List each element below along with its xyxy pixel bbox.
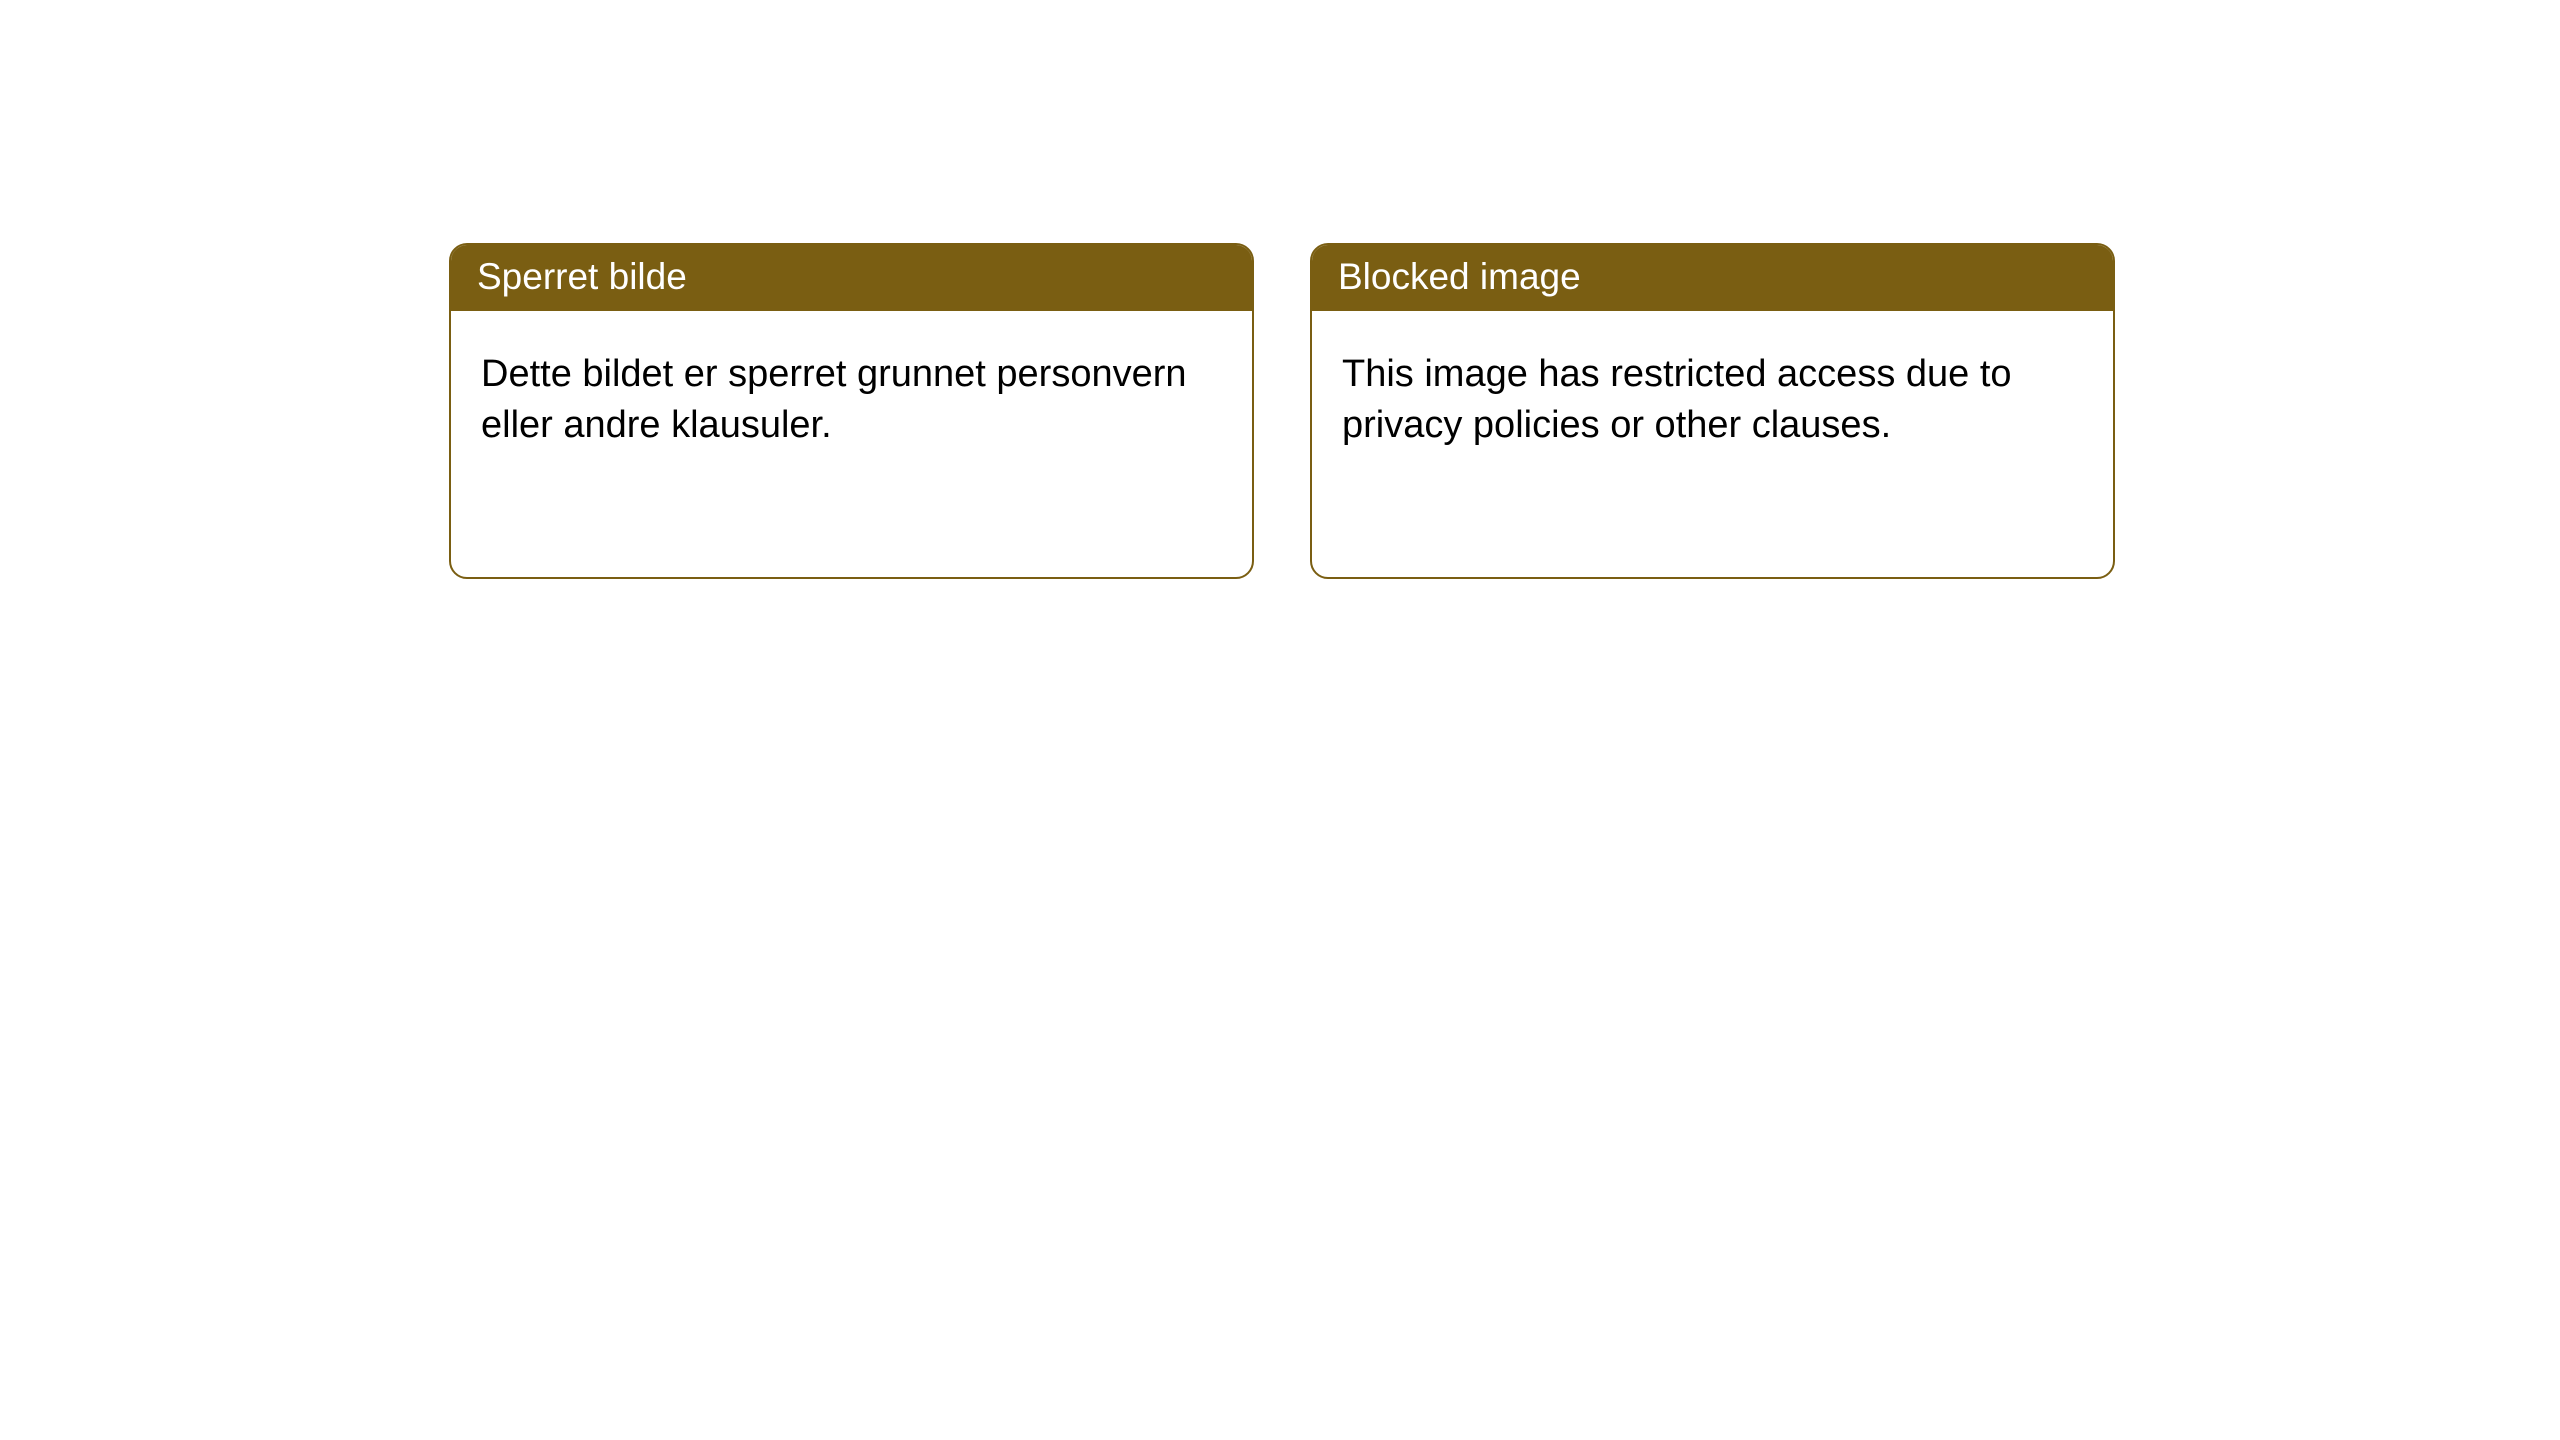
panel-body-text: Dette bildet er sperret grunnet personve… xyxy=(451,311,1252,482)
panel-title: Blocked image xyxy=(1312,245,2113,311)
notice-panel-english: Blocked image This image has restricted … xyxy=(1310,243,2115,579)
notice-panel-norwegian: Sperret bilde Dette bildet er sperret gr… xyxy=(449,243,1254,579)
notice-container: Sperret bilde Dette bildet er sperret gr… xyxy=(0,0,2560,579)
panel-body-text: This image has restricted access due to … xyxy=(1312,311,2113,482)
panel-title: Sperret bilde xyxy=(451,245,1252,311)
